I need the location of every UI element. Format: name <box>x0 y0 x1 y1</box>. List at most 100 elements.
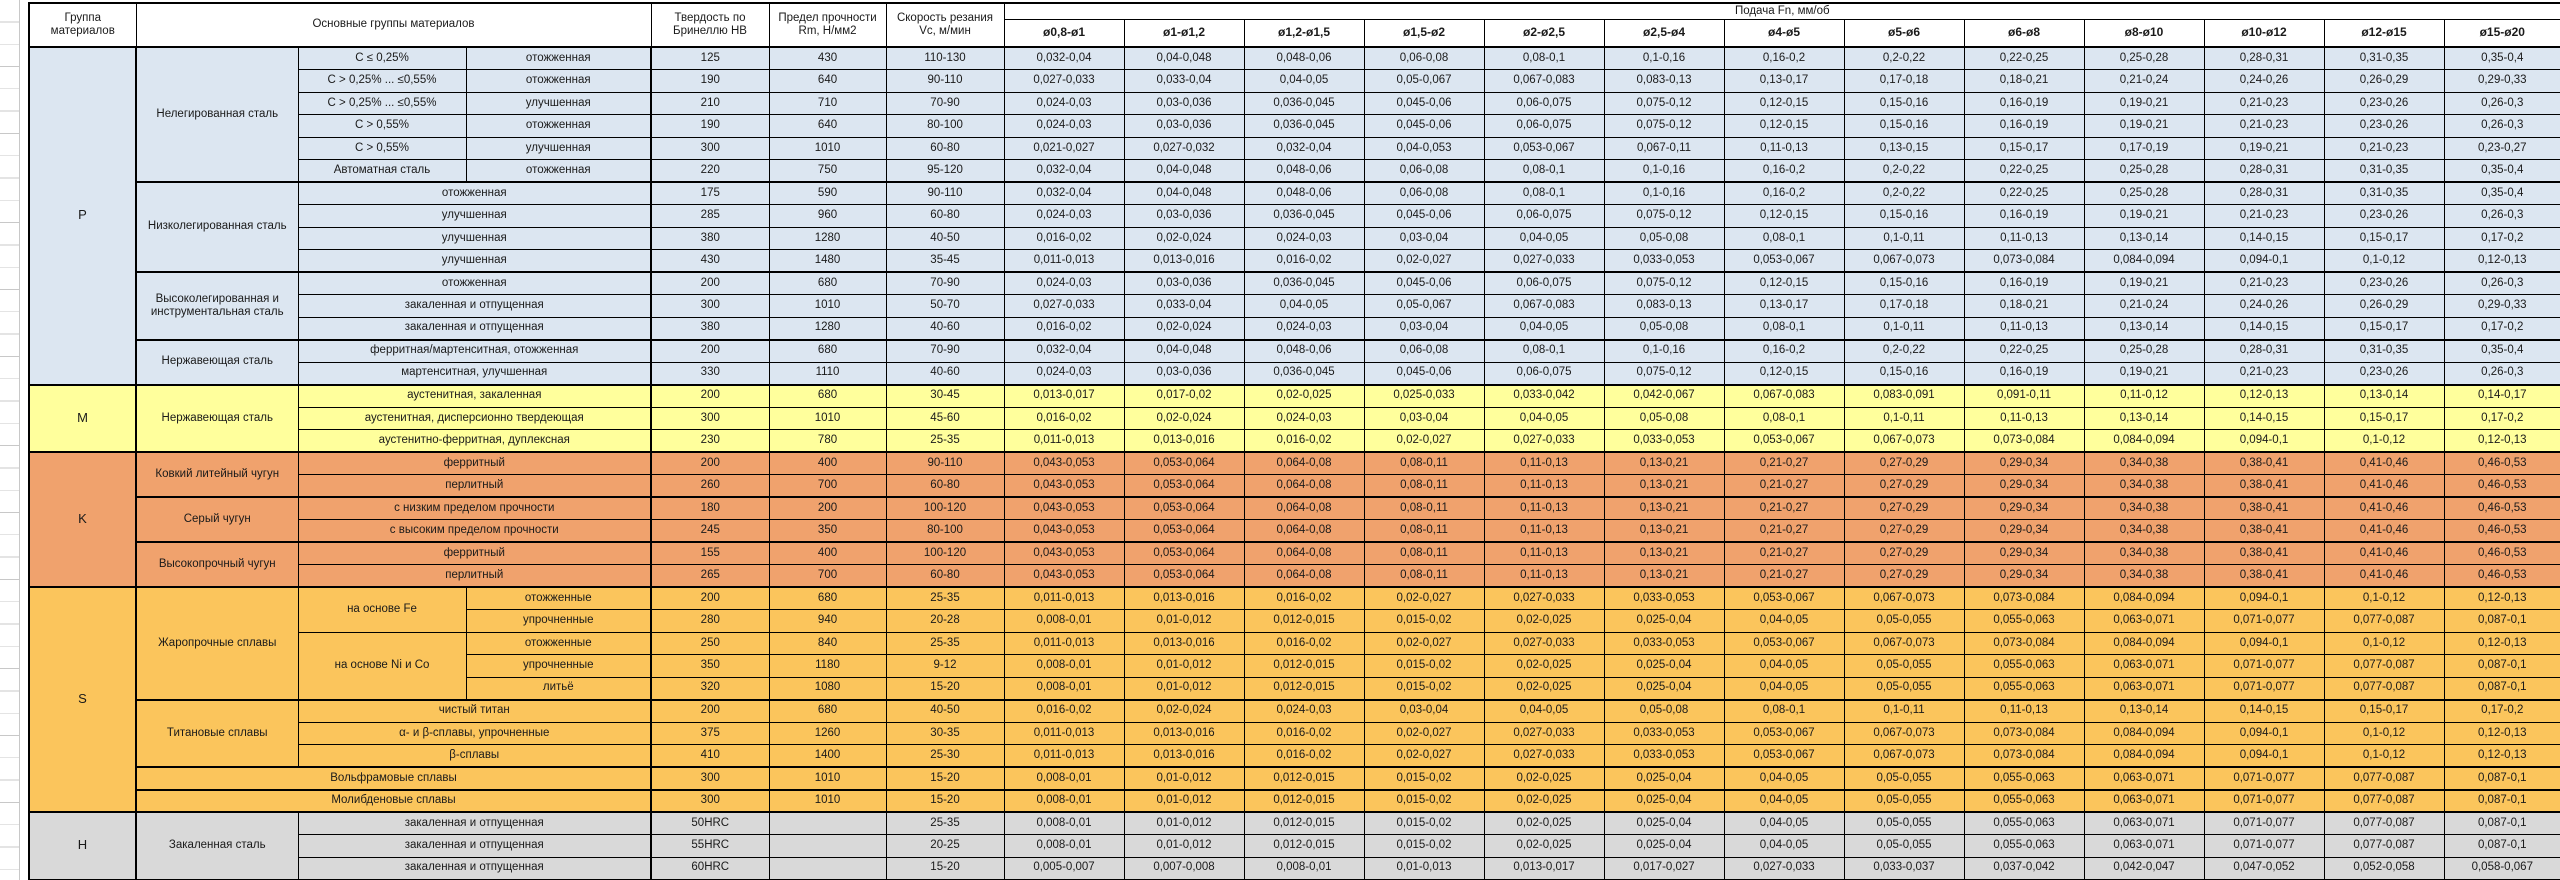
feed-value[interactable]: 0,027-0,033 <box>1483 429 1605 453</box>
feed-value[interactable]: 0,03-0,036 <box>1123 91 1245 115</box>
col-header-feed-d11[interactable]: ø10-ø12 <box>2203 18 2325 48</box>
hardness[interactable]: 60HRC <box>650 856 770 880</box>
strength[interactable]: 430 <box>768 46 887 70</box>
feed-value[interactable]: 0,064-0,08 <box>1243 564 1365 588</box>
feed-value[interactable]: 0,29-0,34 <box>1963 474 2085 498</box>
feed-value[interactable]: 0,032-0,04 <box>1003 181 1125 205</box>
hardness[interactable]: 220 <box>650 159 770 183</box>
col-header-feed-d9[interactable]: ø6-ø8 <box>1963 18 2085 48</box>
speed[interactable]: 95-120 <box>885 159 1005 183</box>
strength[interactable]: 1280 <box>768 226 887 250</box>
feed-value[interactable]: 0,29-0,34 <box>1963 541 2085 565</box>
material-condition[interactable]: улучшенная <box>297 249 652 273</box>
feed-value[interactable]: 0,12-0,15 <box>1723 271 1845 295</box>
feed-value[interactable]: 0,13-0,14 <box>2083 316 2205 340</box>
feed-value[interactable]: 0,03-0,04 <box>1363 226 1485 250</box>
feed-value[interactable]: 0,34-0,38 <box>2083 474 2205 498</box>
material-condition[interactable]: отожженная <box>465 114 652 138</box>
feed-value[interactable]: 0,21-0,24 <box>2083 294 2205 318</box>
material-family[interactable]: Ковкий литейный чугун <box>135 451 299 498</box>
speed[interactable]: 9-12 <box>885 654 1005 678</box>
feed-value[interactable]: 0,1-0,16 <box>1603 46 1725 70</box>
feed-value[interactable]: 0,2-0,22 <box>1843 181 1965 205</box>
feed-value[interactable]: 0,35-0,4 <box>2443 338 2560 363</box>
feed-value[interactable]: 0,013-0,016 <box>1123 721 1245 745</box>
feed-value[interactable]: 0,35-0,4 <box>2443 159 2560 183</box>
strength[interactable]: 1400 <box>768 744 887 768</box>
feed-value[interactable]: 0,087-0,1 <box>2443 834 2560 858</box>
feed-value[interactable]: 0,38-0,41 <box>2203 496 2325 520</box>
hardness[interactable]: 175 <box>650 181 770 205</box>
feed-value[interactable]: 0,071-0,077 <box>2203 609 2325 633</box>
feed-value[interactable]: 0,05-0,08 <box>1603 316 1725 340</box>
material-condition[interactable]: чистый титан <box>297 698 652 723</box>
feed-value[interactable]: 0,08-0,11 <box>1363 474 1485 498</box>
feed-value[interactable]: 0,11-0,13 <box>1483 519 1605 543</box>
feed-value[interactable]: 0,094-0,1 <box>2203 249 2325 273</box>
feed-value[interactable]: 0,03-0,04 <box>1363 316 1485 340</box>
group-label[interactable]: H <box>28 811 137 880</box>
material-condition[interactable]: закаленная и отпущенная <box>297 811 652 835</box>
feed-value[interactable]: 0,033-0,037 <box>1843 856 1965 880</box>
feed-value[interactable]: 0,25-0,28 <box>2083 46 2205 70</box>
material-condition[interactable]: упрочненные <box>465 609 652 633</box>
feed-value[interactable]: 0,24-0,26 <box>2203 69 2325 93</box>
feed-value[interactable]: 0,21-0,23 <box>2203 204 2325 228</box>
feed-value[interactable]: 0,15-0,17 <box>2323 698 2445 723</box>
feed-value[interactable]: 0,016-0,02 <box>1243 429 1365 453</box>
feed-value[interactable]: 0,28-0,31 <box>2203 338 2325 363</box>
feed-value[interactable]: 0,027-0,032 <box>1123 136 1245 160</box>
feed-value[interactable]: 0,06-0,075 <box>1483 361 1605 385</box>
hardness[interactable]: 245 <box>650 519 770 543</box>
strength[interactable]: 1260 <box>768 721 887 745</box>
strength[interactable]: 1010 <box>768 294 887 318</box>
feed-value[interactable]: 0,15-0,17 <box>2323 406 2445 430</box>
feed-value[interactable]: 0,19-0,21 <box>2083 271 2205 295</box>
feed-value[interactable]: 0,024-0,03 <box>1003 114 1125 138</box>
feed-value[interactable]: 0,055-0,063 <box>1963 788 2085 813</box>
material-subtype[interactable]: на основе Ni и Co <box>297 631 467 700</box>
feed-value[interactable]: 0,063-0,071 <box>2083 788 2205 813</box>
strength[interactable]: 700 <box>768 564 887 588</box>
feed-value[interactable]: 0,16-0,19 <box>1963 361 2085 385</box>
feed-value[interactable]: 0,31-0,35 <box>2323 181 2445 205</box>
material-family[interactable]: Нержавеющая сталь <box>135 338 299 385</box>
hardness[interactable]: 300 <box>650 406 770 430</box>
col-header-feed-d10[interactable]: ø8-ø10 <box>2083 18 2205 48</box>
strength[interactable]: 780 <box>768 429 887 453</box>
hardness[interactable]: 300 <box>650 766 770 790</box>
feed-value[interactable]: 0,23-0,27 <box>2443 136 2560 160</box>
feed-value[interactable]: 0,19-0,21 <box>2083 204 2205 228</box>
feed-value[interactable]: 0,25-0,28 <box>2083 159 2205 183</box>
hardness[interactable]: 410 <box>650 744 770 768</box>
feed-value[interactable]: 0,04-0,048 <box>1123 46 1245 70</box>
feed-value[interactable]: 0,15-0,16 <box>1843 91 1965 115</box>
feed-value[interactable]: 0,083-0,13 <box>1603 294 1725 318</box>
material-condition[interactable]: закаленная и отпущенная <box>297 316 652 340</box>
speed[interactable]: 100-120 <box>885 541 1005 565</box>
feed-value[interactable]: 0,16-0,2 <box>1723 338 1845 363</box>
feed-value[interactable]: 0,008-0,01 <box>1003 788 1125 813</box>
feed-value[interactable]: 0,13-0,17 <box>1723 294 1845 318</box>
material-family[interactable]: Высоколегированная и инструментальная ст… <box>135 271 299 340</box>
feed-value[interactable]: 0,26-0,29 <box>2323 294 2445 318</box>
feed-value[interactable]: 0,087-0,1 <box>2443 609 2560 633</box>
feed-value[interactable]: 0,084-0,094 <box>2083 631 2205 655</box>
hardness[interactable]: 375 <box>650 721 770 745</box>
col-header-feed-d13[interactable]: ø15-ø20 <box>2443 18 2560 48</box>
feed-value[interactable]: 0,11-0,13 <box>1483 474 1605 498</box>
feed-value[interactable]: 0,027-0,033 <box>1003 69 1125 93</box>
feed-value[interactable]: 0,013-0,016 <box>1123 429 1245 453</box>
group-label[interactable]: S <box>28 586 137 813</box>
feed-value[interactable]: 0,087-0,1 <box>2443 654 2560 678</box>
feed-value[interactable]: 0,024-0,03 <box>1003 361 1125 385</box>
material-condition[interactable]: улучшенная <box>297 204 652 228</box>
feed-value[interactable]: 0,27-0,29 <box>1843 564 1965 588</box>
feed-value[interactable]: 0,073-0,084 <box>1963 586 2085 610</box>
feed-value[interactable]: 0,045-0,06 <box>1363 91 1485 115</box>
feed-value[interactable]: 0,025-0,033 <box>1363 383 1485 408</box>
feed-value[interactable]: 0,15-0,16 <box>1843 271 1965 295</box>
feed-value[interactable]: 0,24-0,26 <box>2203 294 2325 318</box>
material-condition[interactable]: отожженная <box>465 69 652 93</box>
feed-value[interactable]: 0,46-0,53 <box>2443 496 2560 520</box>
